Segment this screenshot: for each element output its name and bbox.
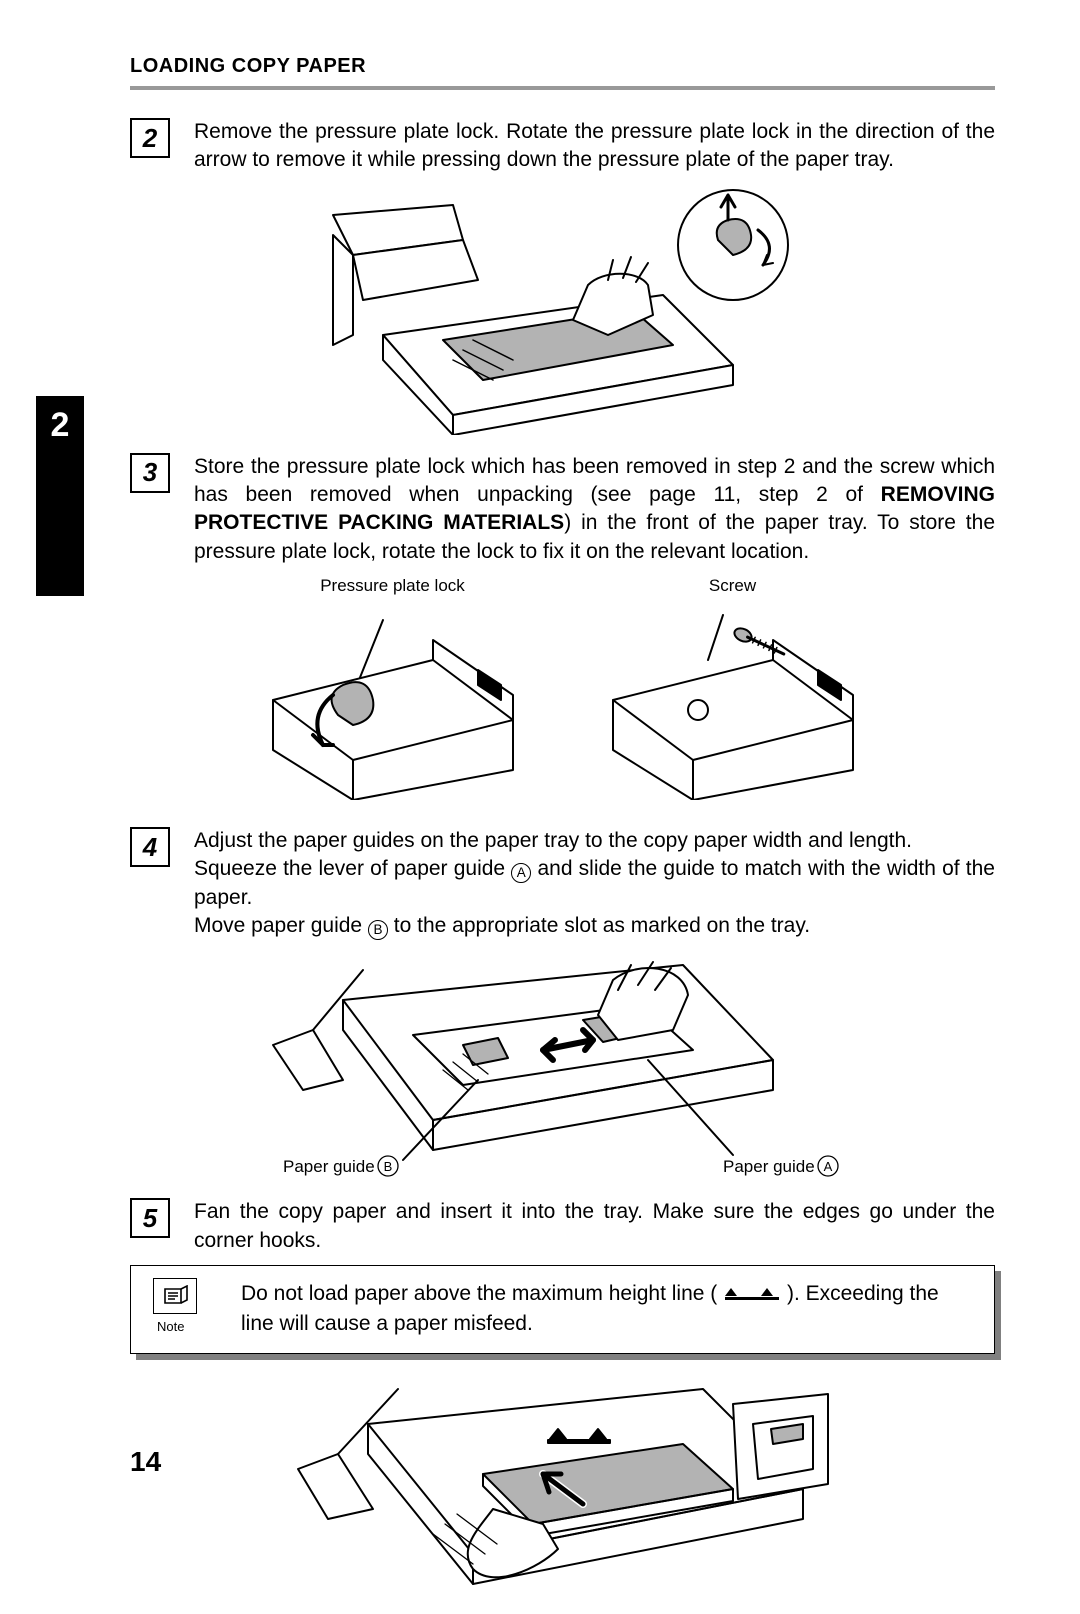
manual-page: LOADING COPY PAPER 2 Installation 2 Remo… [0,0,1080,1526]
figure-pressure-plate-lock: Pressure plate lock [253,576,533,805]
page-number: 14 [130,1446,161,1478]
guide-b-icon: B [368,920,388,940]
step-number: 3 [130,453,170,493]
step-number: 4 [130,827,170,867]
step-text: Fan the copy paper and insert it into th… [194,1198,995,1255]
figure-label: Pressure plate lock [253,576,533,596]
step-text: Store the pressure plate lock which has … [194,453,995,566]
guide-a-icon: A [511,863,531,883]
chapter-number: 2 [51,406,70,445]
step-2: 2 Remove the pressure plate lock. Rotate… [130,118,995,175]
step-text-part: to the appropriate slot as marked on the… [388,914,810,937]
step-number: 5 [130,1198,170,1238]
figure-screw: Screw [593,576,873,805]
figure-step-4: Paper guide B Paper guide A [253,950,873,1180]
header-rule [130,86,995,90]
svg-text:A: A [823,1159,832,1174]
figure-step-3: Pressure plate lock Screw [130,576,995,805]
svg-text:Paper guide: Paper guide [723,1157,815,1176]
step-text: Remove the pressure plate lock. Rotate t… [194,118,995,175]
fig-label-right: Paper guide [723,1157,815,1176]
note-label: Note [157,1318,184,1336]
step-3: 3 Store the pressure plate lock which ha… [130,453,995,566]
figure-step-5 [283,1374,843,1614]
step-text-line: Adjust the paper guides on the paper tra… [194,829,912,852]
figure-label: Screw [593,576,873,596]
figure-step-2 [303,185,823,435]
svg-text:Paper guide: Paper guide [283,1157,375,1176]
note-text-part: Do not load paper above the maximum heig… [241,1282,723,1305]
section-heading: LOADING COPY PAPER [130,55,995,78]
svg-text:B: B [383,1159,392,1174]
note-box: Note Do not load paper above the maximum… [130,1265,995,1354]
page-header: LOADING COPY PAPER [130,55,995,90]
step-4: 4 Adjust the paper guides on the paper t… [130,827,995,940]
chapter-label: Installation [53,470,70,542]
step-number: 2 [130,118,170,158]
step-text-part: Store the pressure plate lock which has … [194,455,995,506]
step-text-part: Squeeze the lever of paper guide [194,857,511,880]
step-text-part: Move paper guide [194,914,368,937]
note-icon [153,1278,197,1314]
step-5: 5 Fan the copy paper and insert it into … [130,1198,995,1255]
step-text: Adjust the paper guides on the paper tra… [194,827,995,940]
fig-label-left: Paper guide [283,1157,375,1176]
max-height-line-icon [723,1282,781,1310]
